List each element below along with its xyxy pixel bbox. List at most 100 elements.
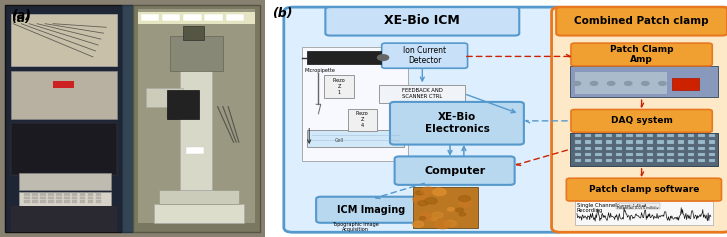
FancyBboxPatch shape <box>616 140 622 144</box>
FancyBboxPatch shape <box>647 146 653 150</box>
Circle shape <box>432 188 445 195</box>
FancyBboxPatch shape <box>709 134 715 137</box>
FancyBboxPatch shape <box>574 72 667 94</box>
FancyBboxPatch shape <box>688 140 694 144</box>
FancyBboxPatch shape <box>302 47 409 161</box>
Text: Patch Clamp
Amp: Patch Clamp Amp <box>610 45 673 64</box>
FancyBboxPatch shape <box>698 134 704 137</box>
FancyBboxPatch shape <box>95 193 101 196</box>
FancyBboxPatch shape <box>616 146 622 150</box>
FancyBboxPatch shape <box>606 146 612 150</box>
FancyBboxPatch shape <box>616 134 622 137</box>
FancyBboxPatch shape <box>657 159 664 162</box>
Circle shape <box>418 201 427 206</box>
FancyBboxPatch shape <box>167 90 199 118</box>
FancyBboxPatch shape <box>170 36 223 71</box>
FancyBboxPatch shape <box>382 43 467 68</box>
FancyBboxPatch shape <box>678 146 684 150</box>
FancyBboxPatch shape <box>566 178 721 201</box>
FancyBboxPatch shape <box>626 159 632 162</box>
Circle shape <box>431 218 437 221</box>
FancyBboxPatch shape <box>87 197 93 199</box>
Text: XE-Bio ICM: XE-Bio ICM <box>385 14 460 27</box>
FancyBboxPatch shape <box>585 146 592 150</box>
FancyBboxPatch shape <box>585 140 592 144</box>
Text: (a): (a) <box>11 9 31 23</box>
FancyBboxPatch shape <box>688 146 694 150</box>
FancyBboxPatch shape <box>19 192 111 206</box>
FancyBboxPatch shape <box>688 134 694 137</box>
FancyBboxPatch shape <box>709 140 715 144</box>
Text: Piezo
Z
1: Piezo Z 1 <box>333 78 345 95</box>
FancyBboxPatch shape <box>186 147 204 154</box>
FancyBboxPatch shape <box>585 153 592 156</box>
FancyBboxPatch shape <box>574 140 581 144</box>
Circle shape <box>433 189 446 196</box>
Circle shape <box>608 82 615 85</box>
FancyBboxPatch shape <box>606 159 612 162</box>
FancyBboxPatch shape <box>5 5 122 232</box>
FancyBboxPatch shape <box>574 153 581 156</box>
FancyBboxPatch shape <box>616 159 622 162</box>
FancyBboxPatch shape <box>698 140 704 144</box>
Text: Single Channel
Recording: Single Channel Recording <box>577 203 616 214</box>
FancyBboxPatch shape <box>19 173 111 190</box>
Text: Patch clamp software: Patch clamp software <box>589 185 699 194</box>
FancyBboxPatch shape <box>80 193 86 196</box>
FancyBboxPatch shape <box>48 193 54 196</box>
FancyBboxPatch shape <box>647 140 653 144</box>
FancyBboxPatch shape <box>626 140 632 144</box>
FancyBboxPatch shape <box>32 197 38 199</box>
FancyBboxPatch shape <box>595 159 602 162</box>
FancyBboxPatch shape <box>64 200 70 203</box>
FancyBboxPatch shape <box>24 200 30 203</box>
Circle shape <box>435 221 451 229</box>
FancyBboxPatch shape <box>606 153 612 156</box>
Circle shape <box>456 208 464 212</box>
Circle shape <box>421 212 430 217</box>
FancyBboxPatch shape <box>678 159 684 162</box>
FancyBboxPatch shape <box>183 26 204 40</box>
FancyBboxPatch shape <box>379 85 465 103</box>
FancyBboxPatch shape <box>574 134 581 137</box>
FancyBboxPatch shape <box>40 193 46 196</box>
FancyBboxPatch shape <box>348 109 377 131</box>
FancyBboxPatch shape <box>647 153 653 156</box>
FancyBboxPatch shape <box>678 153 684 156</box>
FancyBboxPatch shape <box>647 159 653 162</box>
Circle shape <box>624 82 632 85</box>
Circle shape <box>459 196 470 201</box>
FancyBboxPatch shape <box>571 109 712 132</box>
Circle shape <box>425 198 437 204</box>
Circle shape <box>574 82 581 85</box>
FancyBboxPatch shape <box>87 200 93 203</box>
FancyBboxPatch shape <box>140 14 159 21</box>
Text: DAQ system: DAQ system <box>611 116 672 125</box>
FancyBboxPatch shape <box>395 156 515 185</box>
FancyBboxPatch shape <box>11 14 117 66</box>
Text: Combined Patch clamp: Combined Patch clamp <box>574 16 709 26</box>
FancyBboxPatch shape <box>316 197 427 223</box>
Circle shape <box>659 82 666 85</box>
FancyBboxPatch shape <box>667 134 674 137</box>
Circle shape <box>415 191 424 195</box>
FancyBboxPatch shape <box>667 153 674 156</box>
FancyBboxPatch shape <box>626 146 632 150</box>
Text: Cell: Cell <box>334 138 344 143</box>
FancyBboxPatch shape <box>32 200 38 203</box>
Circle shape <box>447 208 454 211</box>
FancyBboxPatch shape <box>56 200 62 203</box>
FancyBboxPatch shape <box>56 193 62 196</box>
FancyBboxPatch shape <box>413 187 478 228</box>
FancyBboxPatch shape <box>122 5 133 232</box>
Circle shape <box>413 195 429 204</box>
Circle shape <box>432 212 443 218</box>
Circle shape <box>419 217 425 220</box>
FancyBboxPatch shape <box>87 193 93 196</box>
FancyBboxPatch shape <box>647 134 653 137</box>
FancyBboxPatch shape <box>11 123 117 175</box>
FancyBboxPatch shape <box>0 0 265 237</box>
FancyBboxPatch shape <box>32 193 38 196</box>
FancyBboxPatch shape <box>556 7 727 36</box>
Text: (a): (a) <box>11 12 31 25</box>
